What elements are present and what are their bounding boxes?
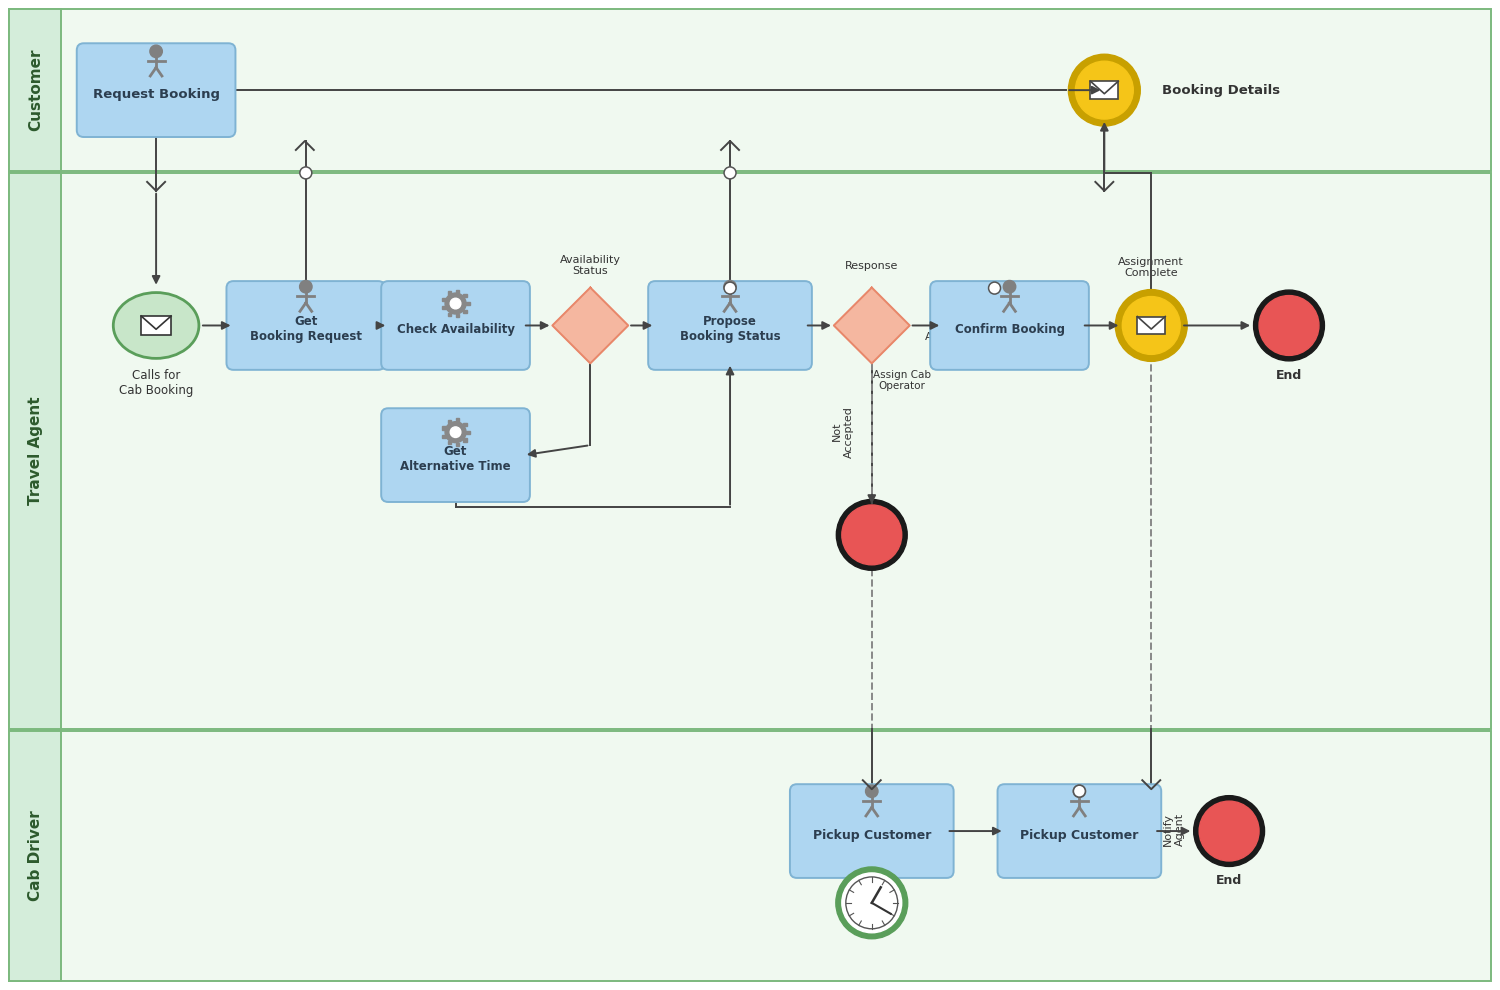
Circle shape (988, 282, 1000, 294)
FancyBboxPatch shape (381, 281, 530, 370)
FancyBboxPatch shape (141, 316, 171, 335)
FancyBboxPatch shape (226, 281, 386, 370)
Text: Booking Details: Booking Details (1162, 83, 1281, 97)
FancyBboxPatch shape (456, 443, 459, 446)
Text: Response: Response (844, 260, 898, 270)
Circle shape (842, 505, 902, 565)
Text: End: End (1216, 874, 1242, 887)
Circle shape (1194, 796, 1264, 866)
Circle shape (724, 280, 736, 293)
Circle shape (1122, 297, 1180, 354)
FancyBboxPatch shape (442, 306, 446, 310)
Circle shape (300, 167, 312, 179)
Circle shape (1072, 785, 1086, 798)
FancyBboxPatch shape (998, 784, 1161, 878)
FancyBboxPatch shape (456, 314, 459, 318)
Text: Confirm Booking: Confirm Booking (954, 323, 1065, 336)
Text: Pickup Customer: Pickup Customer (813, 829, 932, 842)
FancyBboxPatch shape (447, 420, 452, 423)
Text: Assign Cab
Operator: Assign Cab Operator (873, 369, 930, 391)
Text: Check Availability: Check Availability (396, 323, 514, 336)
Text: Calls for
Cab Booking: Calls for Cab Booking (118, 369, 194, 397)
Circle shape (1074, 785, 1086, 797)
FancyBboxPatch shape (466, 302, 470, 305)
FancyBboxPatch shape (1090, 81, 1119, 99)
Text: Pickup Customer: Pickup Customer (1020, 829, 1138, 842)
Text: Travel Agent: Travel Agent (28, 397, 44, 506)
Text: Assignment
Complete: Assignment Complete (1119, 256, 1184, 278)
FancyBboxPatch shape (76, 44, 236, 137)
FancyBboxPatch shape (464, 310, 466, 313)
FancyBboxPatch shape (442, 298, 446, 301)
FancyBboxPatch shape (447, 291, 452, 295)
Circle shape (1198, 801, 1258, 861)
FancyBboxPatch shape (442, 427, 446, 430)
FancyBboxPatch shape (456, 290, 459, 293)
Circle shape (446, 422, 466, 443)
FancyBboxPatch shape (381, 408, 530, 502)
FancyBboxPatch shape (456, 419, 459, 422)
Circle shape (837, 500, 908, 570)
Text: Cab Driver: Cab Driver (28, 811, 44, 901)
FancyBboxPatch shape (9, 9, 1491, 171)
Circle shape (150, 46, 162, 57)
Text: Request Booking: Request Booking (93, 88, 219, 101)
Circle shape (1076, 61, 1134, 119)
Text: Accepted: Accepted (924, 333, 976, 343)
Text: Get
Booking Request: Get Booking Request (251, 316, 362, 344)
FancyBboxPatch shape (9, 173, 62, 730)
FancyBboxPatch shape (466, 431, 470, 434)
FancyBboxPatch shape (648, 281, 812, 370)
Circle shape (842, 873, 902, 933)
Circle shape (446, 293, 466, 314)
FancyBboxPatch shape (930, 281, 1089, 370)
FancyBboxPatch shape (464, 439, 466, 442)
Circle shape (724, 167, 736, 179)
Circle shape (836, 867, 908, 939)
Text: Propose
Booking Status: Propose Booking Status (680, 316, 780, 344)
FancyBboxPatch shape (1137, 317, 1166, 335)
Circle shape (865, 785, 877, 798)
Text: Get
Alternative Time: Get Alternative Time (400, 446, 512, 473)
FancyBboxPatch shape (790, 784, 954, 878)
Circle shape (300, 280, 312, 293)
Circle shape (724, 282, 736, 294)
Text: Customer: Customer (28, 49, 44, 132)
FancyBboxPatch shape (9, 732, 62, 981)
Circle shape (1004, 280, 1016, 293)
Circle shape (450, 427, 460, 438)
FancyBboxPatch shape (442, 435, 446, 438)
Circle shape (450, 298, 460, 309)
FancyBboxPatch shape (464, 294, 466, 297)
FancyBboxPatch shape (464, 423, 466, 426)
Text: End: End (1276, 369, 1302, 382)
FancyBboxPatch shape (9, 173, 1491, 730)
Circle shape (846, 877, 897, 929)
FancyBboxPatch shape (447, 313, 452, 316)
Text: Notify
Agent: Notify Agent (1162, 813, 1185, 845)
FancyBboxPatch shape (447, 442, 452, 445)
FancyBboxPatch shape (9, 732, 1491, 981)
Polygon shape (552, 287, 628, 363)
Ellipse shape (114, 293, 200, 358)
FancyBboxPatch shape (9, 9, 62, 171)
Circle shape (1116, 290, 1186, 361)
Circle shape (1068, 54, 1140, 126)
Text: Not
Accepted: Not Accepted (833, 406, 854, 457)
Circle shape (1254, 290, 1324, 361)
Text: Availability
Status: Availability Status (560, 254, 621, 276)
Polygon shape (834, 287, 909, 363)
Circle shape (1258, 296, 1318, 355)
